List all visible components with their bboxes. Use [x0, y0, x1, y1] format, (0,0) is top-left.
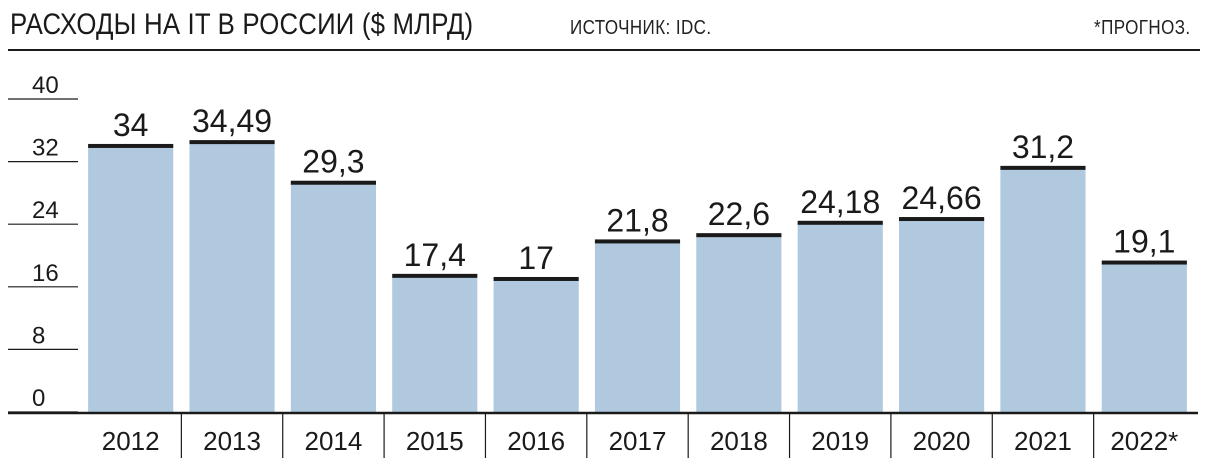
bar: [1101, 262, 1187, 412]
bar-top-line: [797, 220, 883, 225]
y-tick-label: 32: [32, 135, 59, 162]
bar: [290, 182, 376, 412]
bar-top-line: [1101, 260, 1187, 265]
bar-top-line: [189, 140, 275, 145]
bar-top-line: [899, 217, 985, 222]
bar-top-line: [88, 143, 174, 148]
y-tick-label: 0: [32, 385, 45, 412]
x-tick-label: 2022*: [1110, 426, 1178, 456]
bar-top-line: [696, 233, 782, 238]
bar-top-line: [594, 239, 681, 244]
chart-title: РАСХОДЫ НА IT В РОССИИ ($ МЛРД): [10, 8, 474, 41]
bar: [797, 222, 883, 412]
bar-value-label: 24,18: [800, 184, 880, 220]
y-tick-label: 8: [32, 322, 45, 349]
y-tick-label: 24: [32, 197, 59, 224]
x-tick-label: 2015: [406, 426, 464, 456]
bar-top-line: [493, 276, 579, 281]
bar-value-label: 34,49: [192, 103, 272, 139]
x-tick-label: 2020: [913, 426, 971, 456]
bar: [392, 275, 478, 412]
x-tick-label: 2012: [102, 426, 160, 456]
x-tick-label: 2017: [609, 426, 667, 456]
bar-value-label: 21,8: [606, 202, 668, 238]
y-tick-label: 40: [32, 72, 59, 99]
bars: 34 34,49 29,3 17,4 17 21,8 22,6 24,18 24,66 31,2 1…: [88, 103, 1187, 412]
chart-header: РАСХОДЫ НА IT В РОССИИ ($ МЛРД) ИСТОЧНИК…: [0, 0, 1213, 51]
bar: [493, 278, 579, 412]
x-tick-label: 2016: [507, 426, 565, 456]
bar-top-line: [290, 180, 376, 185]
bar-value-label: 24,66: [902, 180, 982, 216]
y-tick-label: 16: [32, 260, 59, 287]
bar-top-line: [392, 273, 478, 278]
x-axis: 2012 2013 2014 2015 2016 2017 2018 2019 2020 2021…: [8, 411, 1198, 458]
x-tick-label: 2018: [710, 426, 768, 456]
header-rule: [8, 49, 1200, 51]
bar-value-label: 31,2: [1012, 129, 1074, 165]
bar: [899, 219, 985, 412]
bar: [189, 142, 275, 412]
bar-value-label: 17: [518, 240, 554, 276]
x-tick-label: 2013: [203, 426, 261, 456]
bar: [1000, 167, 1086, 412]
x-tick-label: 2021: [1014, 426, 1072, 456]
x-tick-label: 2019: [811, 426, 869, 456]
bar-value-label: 29,3: [302, 144, 364, 180]
bar-value-label: 22,6: [708, 196, 770, 232]
source-note: ИСТОЧНИК: IDC.: [570, 17, 712, 39]
bar: [88, 145, 174, 412]
y-axis: 0 8 16 24 32 40: [8, 72, 78, 413]
bar-value-label: 19,1: [1113, 224, 1175, 260]
bar: [696, 235, 782, 412]
bar-value-label: 34: [113, 107, 149, 143]
x-tick-label: 2014: [304, 426, 362, 456]
forecast-note: *ПРОГНОЗ.: [1094, 17, 1191, 39]
bar-top-line: [1000, 165, 1086, 170]
bar-value-label: 17,4: [404, 237, 466, 273]
bar: [594, 241, 681, 412]
